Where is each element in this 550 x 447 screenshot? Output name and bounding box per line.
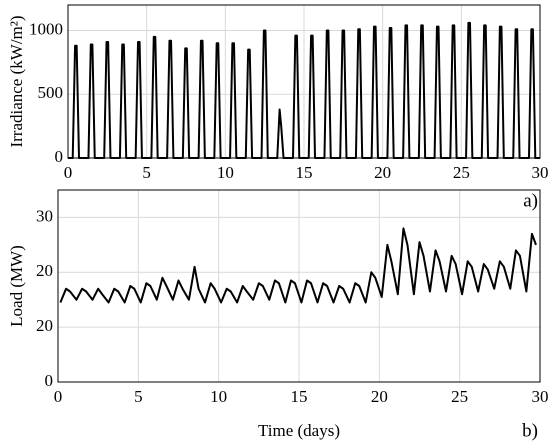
x-tick-label: 25 xyxy=(451,387,468,406)
x-tick-label: 20 xyxy=(371,387,388,406)
data-line xyxy=(68,21,540,159)
y-tick-label: 500 xyxy=(38,83,64,102)
panel-label: b) xyxy=(522,420,538,441)
x-tick-label: 15 xyxy=(296,163,313,182)
x-tick-label: 20 xyxy=(374,163,391,182)
y-tick-label: 20 xyxy=(36,261,53,280)
x-tick-label: 0 xyxy=(64,163,73,182)
y-tick-label: 30 xyxy=(36,206,53,225)
y-tick-label: 20 xyxy=(36,316,53,335)
y-tick-label: 0 xyxy=(55,147,64,166)
x-tick-label: 30 xyxy=(532,163,549,182)
y-axis-label: Irradiance (kW/m²) xyxy=(7,15,26,147)
x-tick-label: 5 xyxy=(134,387,143,406)
x-tick-label: 30 xyxy=(532,387,549,406)
y-tick-label: 0 xyxy=(45,371,54,390)
panel-label: a) xyxy=(523,190,538,211)
data-line xyxy=(59,227,537,304)
plot-frame xyxy=(57,189,541,383)
x-tick-label: 10 xyxy=(217,163,234,182)
y-tick-label: 1000 xyxy=(29,19,63,38)
x-tick-label: 25 xyxy=(453,163,470,182)
y-axis-label: Load (MW) xyxy=(7,245,26,327)
x-tick-label: 0 xyxy=(54,387,63,406)
x-axis-label: Time (days) xyxy=(258,421,340,440)
x-tick-label: 5 xyxy=(142,163,151,182)
x-tick-label: 10 xyxy=(210,387,227,406)
x-tick-label: 15 xyxy=(291,387,308,406)
